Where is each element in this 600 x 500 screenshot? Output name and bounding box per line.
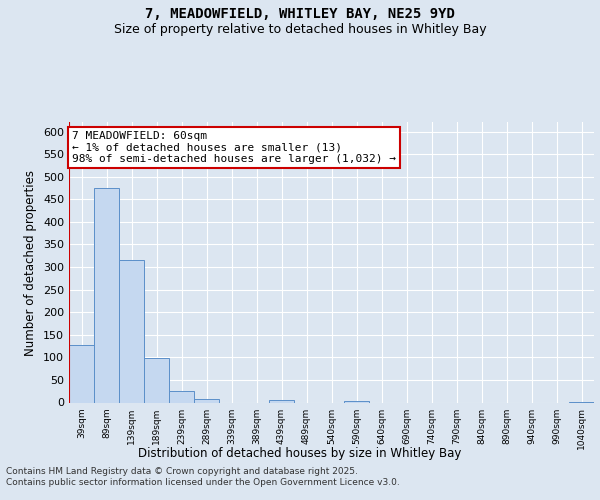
Bar [194, 399, 219, 402]
Bar [169, 391, 194, 402]
Bar [269, 400, 294, 402]
Text: Contains HM Land Registry data © Crown copyright and database right 2025.
Contai: Contains HM Land Registry data © Crown c… [6, 468, 400, 487]
Text: 7, MEADOWFIELD, WHITLEY BAY, NE25 9YD: 7, MEADOWFIELD, WHITLEY BAY, NE25 9YD [145, 8, 455, 22]
Text: Distribution of detached houses by size in Whitley Bay: Distribution of detached houses by size … [139, 448, 461, 460]
Text: Size of property relative to detached houses in Whitley Bay: Size of property relative to detached ho… [113, 22, 487, 36]
Bar [94, 188, 119, 402]
Bar [119, 260, 144, 402]
Bar [69, 344, 94, 403]
Bar [144, 358, 169, 403]
Text: 7 MEADOWFIELD: 60sqm
← 1% of detached houses are smaller (13)
98% of semi-detach: 7 MEADOWFIELD: 60sqm ← 1% of detached ho… [71, 131, 395, 164]
Bar [344, 401, 369, 402]
Y-axis label: Number of detached properties: Number of detached properties [25, 170, 37, 356]
